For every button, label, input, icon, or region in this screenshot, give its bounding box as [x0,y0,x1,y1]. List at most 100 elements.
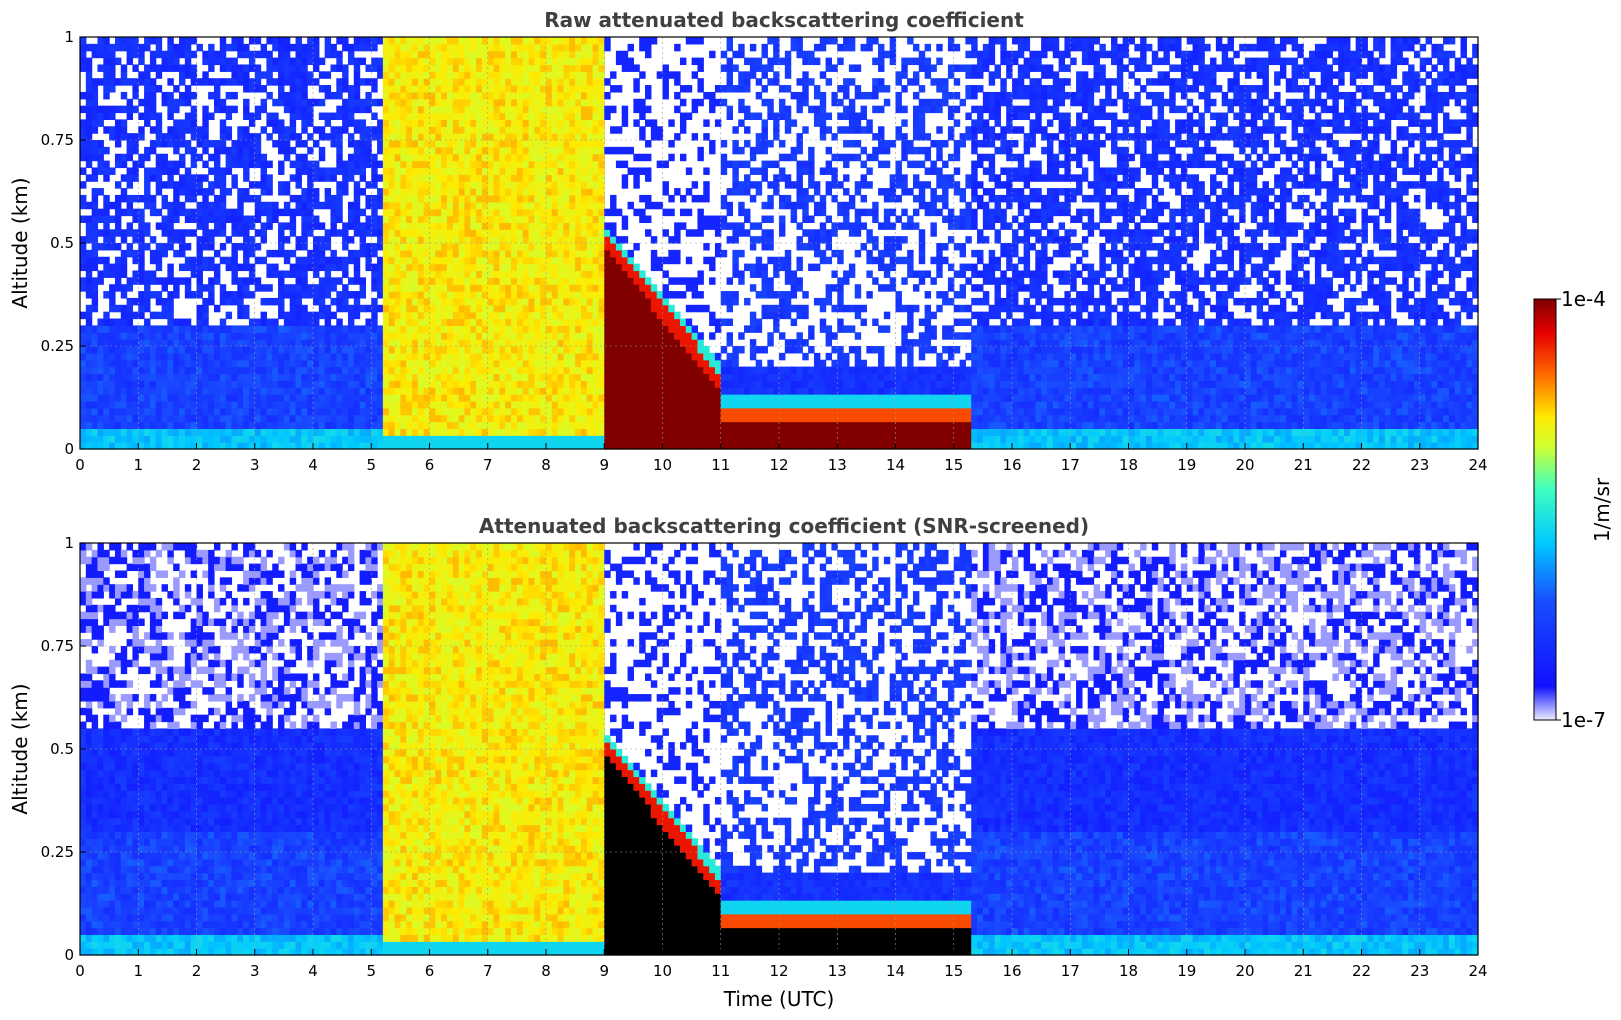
heatmap-cell [190,91,198,100]
heatmap-cell [144,43,151,52]
heatmap-cell [342,407,349,416]
heatmap-cell [650,126,658,134]
heatmap-cell [592,146,600,155]
heatmap-cell [213,366,221,375]
heatmap-cell [213,249,221,258]
heatmap-cell [394,373,401,381]
heatmap-cell [260,43,267,52]
heatmap-cell [155,119,163,127]
heatmap-cell [540,380,547,388]
heatmap-cell [476,297,483,306]
heatmap-cell [441,229,448,237]
heatmap-cell [126,194,134,203]
heatmap-cell [80,414,87,423]
heatmap-cell [202,325,209,333]
heatmap-cell [371,243,378,251]
heatmap-cell [446,359,454,368]
heatmap-cell [196,366,203,375]
heatmap-cell [342,119,349,127]
heatmap-cell [516,346,524,354]
heatmap-cell [493,140,500,148]
heatmap-cell [645,442,652,450]
heatmap-cell [546,105,553,114]
heatmap-cell [260,387,267,395]
heatmap-cell [441,91,448,100]
heatmap-cell [382,297,390,306]
heatmap-cell [213,325,221,333]
heatmap-cell [114,243,122,251]
heatmap-cell [493,57,500,66]
heatmap-cell [534,167,541,175]
heatmap-cell [446,57,454,66]
heatmap-cell [540,78,547,86]
heatmap-cell [511,249,518,258]
heatmap-cell [313,339,320,347]
heatmap-cell [359,160,367,169]
heatmap-cell [109,366,116,375]
heatmap-cell [202,243,209,251]
heatmap-cell [155,380,163,388]
heatmap-cell [161,339,168,347]
heatmap-cell [423,263,431,272]
heatmap-cell [237,435,244,443]
heatmap-cell [441,78,448,86]
heatmap-cell [417,284,425,292]
heatmap-cell [481,167,489,175]
heatmap-cell [80,352,87,361]
heatmap-cell [458,133,466,141]
heatmap-cell [283,50,291,59]
heatmap-cell [295,428,302,436]
heatmap-cell [388,428,396,436]
heatmap-cell [289,249,297,258]
heatmap-cell [173,146,180,155]
heatmap-cell [80,263,87,272]
heatmap-cell [359,229,367,237]
heatmap-cell [213,208,221,217]
heatmap-cell [173,400,180,409]
heatmap-cell [511,64,518,72]
heatmap-cell [446,297,454,306]
heatmap-cell [481,339,489,347]
heatmap-cell [505,359,512,368]
heatmap-cell [505,366,512,375]
heatmap-cell [289,394,297,402]
heatmap-cell [196,332,203,340]
heatmap-cell [621,249,629,258]
heatmap-cell [254,112,262,120]
heatmap-cell [400,174,407,182]
heatmap-cell [406,256,413,265]
heatmap-cell [272,112,279,120]
heatmap-cell [213,373,221,381]
heatmap-cell [481,387,489,395]
heatmap-cell [493,153,500,162]
heatmap-cell [633,339,640,347]
heatmap-cell [406,387,413,395]
heatmap-cell [208,394,215,402]
heatmap-cell [476,85,483,93]
heatmap-cell [126,414,134,423]
heatmap-cell [633,387,640,395]
heatmap-cell [144,243,151,251]
heatmap-cell [464,291,471,299]
heatmap-cell [208,407,215,416]
heatmap-cell [173,442,180,450]
heatmap-cell [406,57,413,66]
heatmap-cell [540,256,547,265]
heatmap-cell [114,428,122,436]
heatmap-cell [557,346,565,354]
heatmap-cell [580,407,588,416]
heatmap-cell [149,270,157,278]
heatmap-cell [569,71,576,79]
heatmap-cell [283,311,291,320]
heatmap-cell [645,428,652,436]
heatmap-cell [266,119,273,127]
heatmap-cell [528,352,535,361]
heatmap-cell [313,215,320,223]
heatmap-cell [243,50,250,59]
heatmap-cell [522,126,530,134]
heatmap-cell [260,325,267,333]
heatmap-cell [639,126,646,134]
heatmap-cell [225,311,233,320]
heatmap-cell [563,160,570,169]
heatmap-cell [400,57,407,66]
